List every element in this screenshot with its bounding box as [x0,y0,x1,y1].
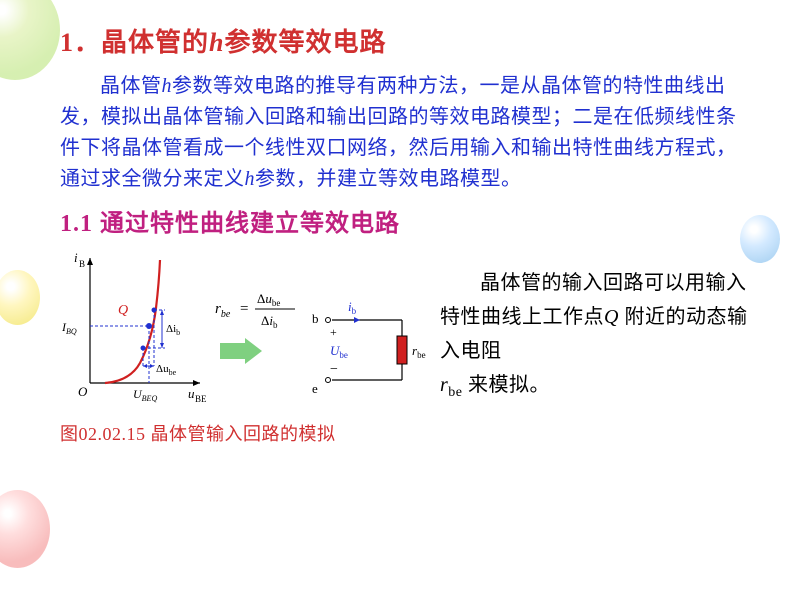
svg-text:Δube: Δube [257,291,280,308]
y-axis-sub: B [79,259,85,269]
svg-text:=: = [240,301,248,317]
x-axis-sub: BE [195,394,207,403]
heading-1-prefix: 1．晶体管的 [60,28,209,57]
arrow-icon [220,338,262,364]
side-l1: 晶体管的输入回路可 [480,272,665,294]
side-paragraph: 晶体管的输入回路可以用输入特性曲线上工作点Q 附近的动态输入电阻rbe 来模拟。 [440,248,752,405]
paragraph-main: 晶体管h参数等效电路的推导有两种方法，一是从晶体管的特性曲线出发，模拟出晶体管输… [60,71,752,195]
side-l4b: 来模拟。 [463,374,551,396]
side-r-sub: be [448,385,462,400]
para-italic1: h [162,75,173,97]
iv-curve-graph: i B u BE O Q [61,250,207,403]
heading-2: 1.1 通过特性曲线建立等效电路 [60,203,752,238]
slide-content: 1．晶体管的h参数等效电路 晶体管h参数等效电路的推导有两种方法，一是从晶体管的… [0,0,800,446]
diagram-row: i B u BE O Q [60,248,752,408]
plus-sign: + [330,325,337,339]
ubeq-label: UBEQ [133,387,157,403]
delta-ube: Δube [156,363,177,377]
diagram-svg: i B u BE O Q [60,248,440,403]
rbe-label: rbe [412,343,426,360]
side-l3a: 点 [584,306,605,328]
node-b: b [312,311,319,326]
ube-label: Ube [330,343,348,360]
diagram-area: i B u BE O Q [60,248,440,408]
heading-1-suffix: 参数等效电路 [224,28,386,57]
svg-text:rbe: rbe [215,301,231,320]
y-axis-label: i [74,250,78,265]
characteristic-curve [105,260,160,383]
ib-label: ib [348,299,357,316]
formula-rbe: rbe = Δube Δib [215,291,295,330]
decorative-balloon [0,490,50,568]
para-prefix: 晶体管 [100,75,162,97]
svg-text:Δib: Δib [261,313,278,330]
heading-1-italic: h [209,28,224,57]
q-point-label: Q [118,303,128,318]
para-italic2: h [245,168,256,190]
side-q: Q [604,306,619,328]
delta-ib: ΔiΔib [166,323,180,337]
minus-sign: − [330,362,338,377]
figure-caption: 图02.02.15 晶体管输入回路的模拟 [60,420,752,446]
node-e: e [312,381,318,396]
para-suffix: 参数，并建立等效电路模型。 [255,168,522,190]
ibq-label: IBQ [61,320,77,336]
heading-1: 1．晶体管的h参数等效电路 [60,22,752,59]
x-axis-label: u [188,386,195,401]
input-circuit: b e ib + − Ube rbe [312,299,426,396]
origin-label: O [78,384,88,399]
